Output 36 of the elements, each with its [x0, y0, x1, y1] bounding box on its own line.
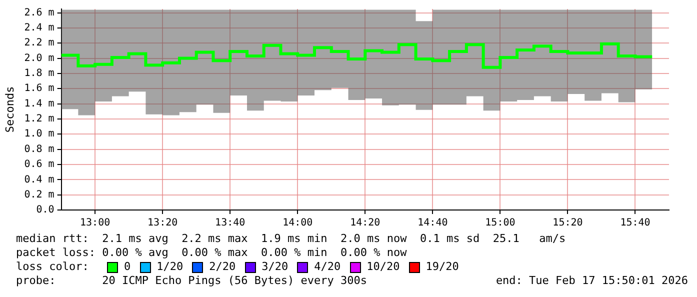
y-tick-label: 2.6 m [24, 7, 54, 18]
text: probe: 20 ICMP Echo Pings (56 Bytes) every 300s [16, 274, 367, 288]
text: median rtt: 2.1 ms avg 2.2 ms max 1.9 ms min 2.0 ms now 0.1 ms sd 25.1 am/s [16, 232, 567, 246]
y-tick-label: 0.8 m [24, 144, 54, 155]
y-tick-label: 1.0 m [24, 128, 54, 140]
x-tick-label: 14:20 [350, 218, 380, 229]
y-tick-label: 1.8 m [24, 68, 54, 80]
x-tick-label: 15:40 [620, 218, 650, 229]
x-tick-label: 15:20 [552, 218, 583, 229]
y-tick-label: 0.4 m [24, 174, 54, 186]
legend-label: 0 [124, 260, 131, 274]
y-tick-label: 2.4 m [24, 22, 54, 34]
y-tick-label: 2.2 m [24, 38, 54, 49]
y-axis-title: Seconds [3, 86, 16, 133]
legend-label: 10/20 [366, 260, 400, 274]
x-tick-label: 14:00 [282, 218, 313, 229]
legend-label: 3/20 [262, 260, 288, 274]
legend-label: 4/20 [314, 260, 341, 274]
y-tick-label: 0.0 [36, 204, 54, 216]
y-tick-label: 0.2 m [24, 189, 54, 200]
y-tick-label: 2.0 m [24, 52, 54, 64]
x-tick-label: 13:40 [215, 218, 246, 229]
y-tick-label: 1.4 m [24, 98, 54, 110]
y-tick-label: 1.6 m [24, 83, 54, 94]
y-tick-label: 1.2 m [24, 114, 54, 125]
text: end: Tue Feb 17 15:50:01 2026 [496, 274, 688, 288]
y-tick-label: 0.6 m [24, 159, 54, 170]
legend-label: 19/20 [426, 260, 459, 274]
x-tick-label: 14:40 [418, 218, 448, 229]
x-tick-label: 13:00 [80, 218, 110, 229]
x-tick-label: 13:20 [148, 218, 178, 229]
legend-title: loss color: [16, 260, 90, 274]
legend-label: 2/20 [209, 260, 236, 274]
legend-label: 1/20 [156, 260, 184, 274]
x-tick-label: 15:00 [485, 218, 516, 229]
text: packet loss: 0.00 % avg 0.00 % max 0.00 % min 0.00 % now [16, 246, 408, 260]
